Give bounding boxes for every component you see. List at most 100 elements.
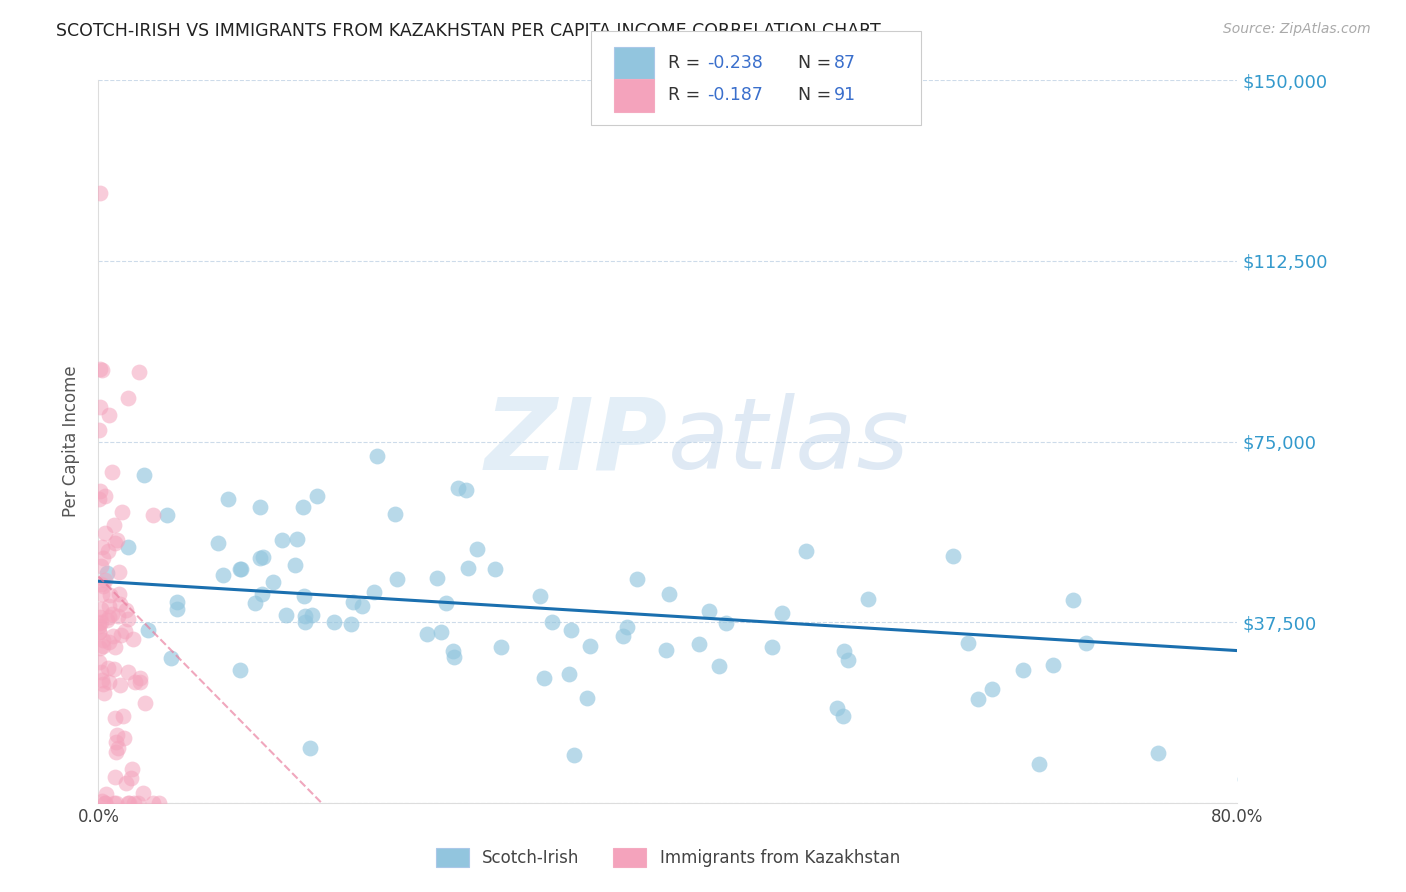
Point [426, 571, 449, 585]
Point [294, 615, 316, 629]
Point [105, 745, 128, 759]
Point [564, 747, 586, 762]
Point [142, 508, 165, 522]
Point [243, 596, 266, 610]
Point [90, 665, 112, 679]
Point [117, 796, 139, 810]
Point [856, 592, 879, 607]
Point [292, 589, 315, 603]
Point [132, 468, 155, 483]
Point [1062, 593, 1084, 607]
Point [612, 629, 634, 643]
Point [114, 624, 136, 639]
Point [114, 776, 136, 790]
Point [166, 601, 188, 615]
Point [484, 561, 506, 575]
Point [207, 535, 229, 549]
Point [117, 541, 139, 555]
Point [91, 673, 114, 687]
Point [366, 449, 388, 463]
Point [579, 640, 602, 654]
Point [87, 655, 110, 669]
Point [1076, 635, 1098, 649]
Point [298, 740, 321, 755]
Point [107, 741, 129, 756]
Text: R =: R = [668, 87, 706, 104]
Point [124, 796, 146, 810]
Point [91, 587, 114, 601]
Text: 91: 91 [834, 87, 856, 104]
Point [87, 624, 110, 639]
Point [98, 588, 121, 602]
Point [96, 566, 118, 580]
Point [714, 615, 737, 630]
Point [558, 666, 581, 681]
Point [287, 532, 309, 546]
Point [104, 711, 127, 725]
Point [142, 796, 165, 810]
Point [94, 573, 117, 587]
Point [96, 661, 118, 675]
Point [443, 649, 465, 664]
Point [1011, 663, 1033, 677]
Point [363, 585, 385, 599]
Point [794, 543, 817, 558]
Point [384, 507, 406, 521]
Point [575, 691, 598, 706]
Point [107, 609, 129, 624]
Point [105, 728, 128, 742]
Point [105, 533, 128, 547]
Point [118, 796, 141, 810]
Point [120, 771, 142, 785]
Point [941, 549, 963, 563]
Point [688, 637, 710, 651]
Point [249, 550, 271, 565]
Point [89, 423, 111, 437]
Point [124, 675, 146, 690]
Point [91, 794, 114, 808]
Point [825, 701, 848, 715]
Point [104, 735, 127, 749]
Point [429, 625, 451, 640]
Point [87, 624, 110, 639]
Y-axis label: Per Capita Income: Per Capita Income [62, 366, 80, 517]
Point [90, 615, 112, 629]
Point [94, 796, 117, 810]
Point [89, 400, 111, 414]
Point [91, 640, 114, 654]
Point [270, 533, 292, 547]
Point [249, 500, 271, 514]
Point [94, 525, 117, 540]
Point [294, 609, 316, 624]
Point [134, 696, 156, 710]
Point [89, 186, 111, 200]
Point [91, 541, 114, 555]
Point [93, 579, 115, 593]
Point [148, 796, 170, 810]
Point [91, 676, 114, 690]
Text: N =: N = [787, 87, 837, 104]
Point [211, 567, 233, 582]
Point [655, 643, 678, 657]
Point [97, 544, 120, 558]
Point [291, 500, 314, 515]
Point [121, 762, 143, 776]
Point [957, 636, 980, 650]
Point [980, 681, 1002, 696]
Point [454, 483, 477, 497]
Point [447, 481, 470, 495]
Text: ZIP: ZIP [485, 393, 668, 490]
Point [108, 597, 131, 611]
Point [262, 574, 284, 589]
Point [127, 796, 149, 810]
Point [89, 491, 111, 506]
Point [837, 653, 859, 667]
Point [108, 565, 131, 579]
Point [111, 505, 134, 519]
Point [229, 562, 252, 576]
Legend: Scotch-Irish, Immigrants from Kazakhstan: Scotch-Irish, Immigrants from Kazakhstan [429, 841, 907, 874]
Point [128, 365, 150, 379]
Point [1147, 747, 1170, 761]
Point [387, 572, 409, 586]
Point [128, 675, 150, 690]
